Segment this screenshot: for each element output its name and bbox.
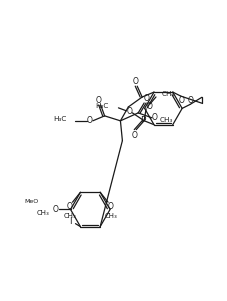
Text: O: O xyxy=(131,131,137,140)
Text: O: O xyxy=(86,116,92,125)
Text: O: O xyxy=(151,113,157,122)
Text: O: O xyxy=(132,77,138,86)
Text: O: O xyxy=(146,102,152,111)
Text: O: O xyxy=(66,202,72,211)
Text: O: O xyxy=(95,95,101,104)
Text: CH₃: CH₃ xyxy=(158,117,172,123)
Text: H₃C: H₃C xyxy=(95,103,108,109)
Text: O: O xyxy=(187,96,193,105)
Text: CH₃: CH₃ xyxy=(36,210,49,216)
Text: CH₃: CH₃ xyxy=(104,213,117,219)
Text: MeO: MeO xyxy=(24,199,38,204)
Text: CH₃: CH₃ xyxy=(63,213,76,219)
Text: CH₃: CH₃ xyxy=(161,91,175,97)
Text: H₃C: H₃C xyxy=(54,116,67,122)
Text: O: O xyxy=(178,95,184,104)
Text: O: O xyxy=(108,202,114,211)
Text: O: O xyxy=(126,107,132,116)
Text: P: P xyxy=(140,116,145,125)
Text: O: O xyxy=(143,94,148,103)
Text: O: O xyxy=(52,205,58,214)
Text: I: I xyxy=(69,217,72,226)
